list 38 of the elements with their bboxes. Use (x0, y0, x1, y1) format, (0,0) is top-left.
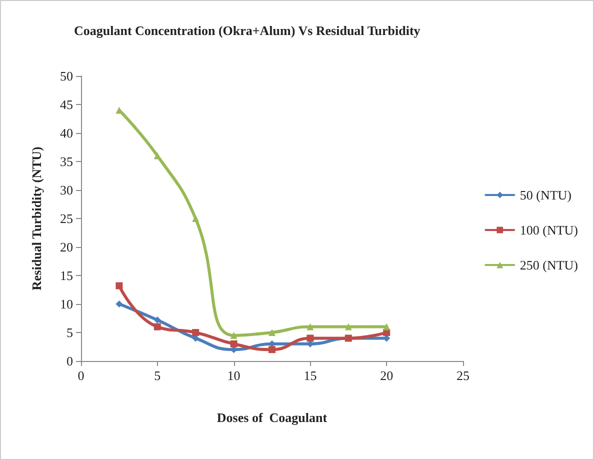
x-tick-label: 15 (304, 368, 317, 383)
x-tick-label: 5 (154, 368, 161, 383)
y-tick-label: 25 (60, 211, 73, 226)
point (154, 323, 161, 330)
y-tick-label: 5 (66, 325, 73, 340)
x-axis-title: Doses of Coagulant (216, 410, 328, 425)
y-tick-label: 50 (60, 68, 73, 84)
legend-label: 50 (NTU) (520, 188, 572, 202)
point (306, 334, 314, 342)
y-axis-title: Residual Turbidity (NTU) (29, 146, 44, 290)
point (230, 332, 238, 339)
x-tick-label: 0 (78, 368, 84, 383)
y-tick-label: 40 (60, 126, 73, 140)
x-tick-label: 10 (227, 368, 240, 383)
y-tick-label: 30 (60, 182, 73, 198)
y-tick-label: 0 (66, 354, 73, 368)
y-tick-label: 20 (60, 240, 73, 254)
chart-title: Coagulant Concentration (Okra+Alum) Vs Residual Turbidity (74, 23, 421, 38)
point (154, 152, 161, 160)
y-tick-label: 10 (60, 296, 73, 312)
legend-label: 100 (NTU) (520, 222, 578, 238)
y-tick-label: 15 (60, 268, 73, 283)
point (383, 323, 390, 330)
point (116, 282, 123, 290)
point (268, 346, 276, 354)
x-tick-label: 25 (456, 368, 470, 383)
point (192, 215, 200, 222)
point (154, 316, 161, 324)
point (268, 329, 276, 336)
point (116, 300, 123, 308)
y-tick-label: 45 (60, 97, 73, 112)
x-tick-label: 20 (380, 368, 394, 383)
legend-label: 250 (NTU) (520, 258, 578, 272)
point (192, 329, 200, 336)
point (230, 340, 238, 348)
point (344, 323, 352, 330)
y-tick-label: 35 (60, 154, 73, 169)
point (306, 323, 314, 330)
